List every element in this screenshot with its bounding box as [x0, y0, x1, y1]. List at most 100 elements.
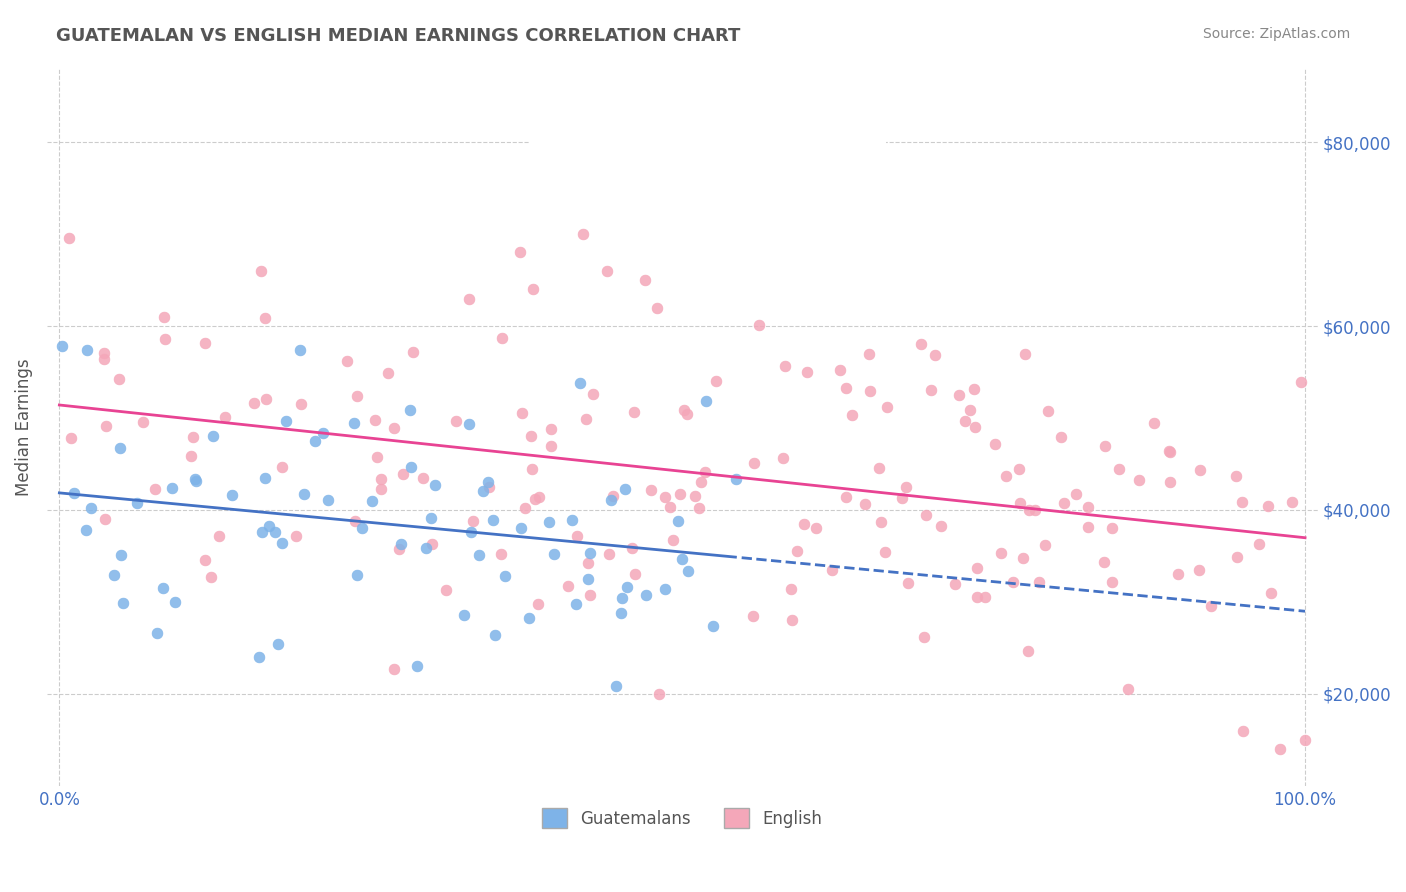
- Point: [1268, 742, 1291, 756]
- Point: [1199, 599, 1222, 613]
- Point: [202, 428, 225, 442]
- Point: [165, 595, 187, 609]
- Point: [478, 480, 501, 494]
- Point: [221, 487, 243, 501]
- Point: [973, 591, 995, 605]
- Point: [676, 564, 699, 578]
- Text: Source: ZipAtlas.com: Source: ZipAtlas.com: [1202, 27, 1350, 41]
- Point: [509, 245, 531, 260]
- Point: [702, 619, 724, 633]
- Point: [1188, 563, 1211, 577]
- Point: [254, 310, 277, 325]
- Point: [859, 384, 882, 398]
- Point: [931, 519, 953, 533]
- Point: [540, 440, 562, 454]
- Point: [567, 529, 589, 543]
- Point: [60, 431, 83, 445]
- Point: [1077, 520, 1099, 534]
- Point: [183, 430, 205, 444]
- Point: [671, 552, 693, 566]
- Point: [890, 491, 912, 505]
- Point: [676, 407, 699, 421]
- Point: [1010, 496, 1032, 510]
- Point: [1001, 574, 1024, 589]
- Point: [1159, 445, 1181, 459]
- Point: [243, 396, 266, 410]
- Point: [576, 572, 599, 586]
- Point: [377, 367, 399, 381]
- Point: [311, 426, 333, 441]
- Point: [602, 489, 624, 503]
- Point: [1024, 503, 1046, 517]
- Point: [80, 500, 103, 515]
- Point: [645, 301, 668, 315]
- Point: [366, 450, 388, 464]
- Point: [786, 544, 808, 558]
- Point: [316, 493, 339, 508]
- Point: [623, 405, 645, 419]
- Point: [984, 437, 1007, 451]
- Point: [1226, 549, 1249, 564]
- Point: [132, 415, 155, 429]
- Point: [1036, 404, 1059, 418]
- Point: [415, 541, 437, 556]
- Point: [112, 596, 135, 610]
- Point: [668, 487, 690, 501]
- Point: [1281, 495, 1303, 509]
- Point: [834, 381, 856, 395]
- Point: [557, 579, 579, 593]
- Point: [1092, 555, 1115, 569]
- Point: [780, 613, 803, 627]
- Point: [249, 263, 271, 277]
- Point: [58, 231, 80, 245]
- Point: [405, 658, 427, 673]
- Point: [364, 413, 387, 427]
- Point: [491, 331, 513, 345]
- Point: [897, 576, 920, 591]
- Point: [659, 500, 682, 514]
- Point: [1008, 462, 1031, 476]
- Point: [361, 494, 384, 508]
- Point: [672, 402, 695, 417]
- Point: [162, 481, 184, 495]
- Point: [1159, 475, 1181, 489]
- Point: [654, 491, 676, 505]
- Point: [894, 480, 917, 494]
- Point: [943, 577, 966, 591]
- Point: [471, 483, 494, 498]
- Point: [250, 524, 273, 539]
- Point: [636, 588, 658, 602]
- Point: [1167, 567, 1189, 582]
- Point: [571, 227, 593, 241]
- Point: [540, 422, 562, 436]
- Point: [370, 482, 392, 496]
- Point: [596, 264, 619, 278]
- Point: [1064, 487, 1087, 501]
- Point: [108, 372, 131, 386]
- Point: [910, 337, 932, 351]
- Point: [742, 456, 765, 470]
- Point: [963, 382, 986, 396]
- Point: [830, 362, 852, 376]
- Point: [127, 496, 149, 510]
- Point: [274, 414, 297, 428]
- Point: [773, 359, 796, 373]
- Point: [523, 491, 546, 506]
- Point: [959, 403, 981, 417]
- Point: [94, 511, 117, 525]
- Point: [382, 421, 405, 435]
- Point: [793, 517, 815, 532]
- Point: [1159, 444, 1181, 458]
- Point: [575, 412, 598, 426]
- Point: [247, 649, 270, 664]
- Point: [399, 460, 422, 475]
- Point: [352, 521, 374, 535]
- Point: [1050, 430, 1073, 444]
- Point: [1033, 538, 1056, 552]
- Point: [412, 471, 434, 485]
- Point: [1289, 375, 1312, 389]
- Point: [873, 545, 896, 559]
- Point: [423, 478, 446, 492]
- Point: [284, 529, 307, 543]
- Point: [180, 449, 202, 463]
